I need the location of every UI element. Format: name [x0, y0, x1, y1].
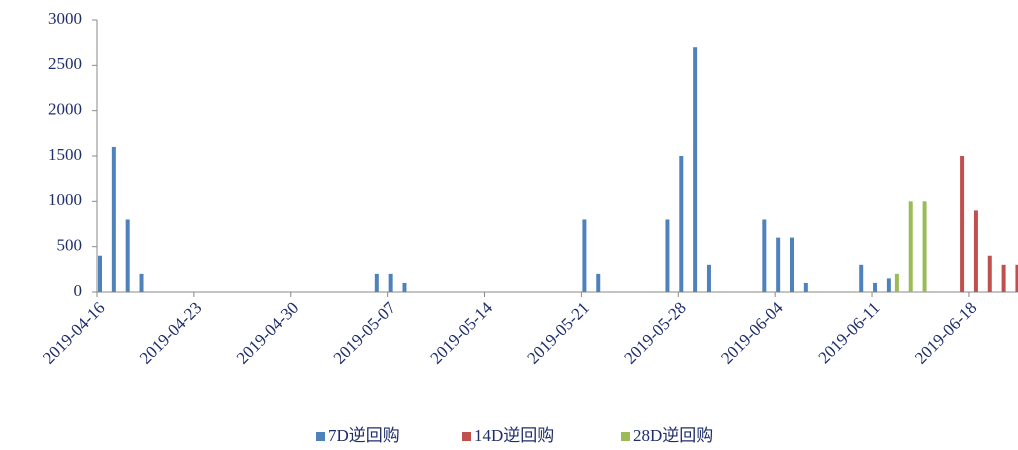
bar — [139, 273, 144, 292]
bar — [582, 219, 587, 292]
bar — [693, 47, 698, 293]
legend-swatch — [462, 432, 471, 441]
x-tick-label: 2019-04-30 — [233, 298, 303, 368]
x-tick-label: 2019-05-07 — [330, 298, 400, 368]
bar — [776, 237, 781, 292]
bar — [762, 219, 767, 292]
legend-swatch — [316, 432, 325, 441]
bar — [922, 201, 927, 292]
x-tick-label: 2019-04-16 — [39, 298, 109, 368]
x-tick-label: 2019-04-23 — [136, 298, 206, 368]
x-tick-label: 2019-05-21 — [523, 298, 593, 368]
bar — [960, 156, 965, 292]
bar — [388, 273, 393, 292]
x-tick-label: 2019-05-14 — [427, 298, 497, 368]
bar — [679, 156, 684, 292]
bar — [894, 273, 899, 292]
x-tick-label: 2019-06-04 — [717, 298, 787, 368]
bar — [987, 255, 992, 292]
bar — [790, 237, 794, 292]
bar — [111, 146, 116, 292]
bar — [402, 282, 407, 292]
legend-label: 7D逆回购 — [328, 426, 400, 445]
bar — [1015, 264, 1018, 292]
y-tick-label: 0 — [74, 281, 83, 300]
bar — [665, 219, 670, 292]
bar — [886, 278, 891, 292]
bar — [908, 201, 913, 292]
x-tick-label: 2019-06-11 — [815, 298, 884, 367]
bar — [98, 255, 102, 292]
y-tick-label: 2000 — [48, 100, 82, 119]
legend-swatch — [621, 432, 630, 441]
y-tick-label: 2500 — [48, 54, 82, 73]
bar — [873, 282, 878, 292]
bar — [803, 282, 808, 292]
y-tick-label: 1500 — [48, 145, 82, 164]
y-tick-label: 3000 — [48, 9, 82, 28]
bar — [374, 273, 379, 292]
x-tick-label: 2019-05-28 — [620, 298, 690, 368]
bar — [596, 273, 601, 292]
y-tick-label: 500 — [57, 236, 83, 255]
y-tick-label: 1000 — [48, 190, 82, 209]
legend-label: 28D逆回购 — [633, 426, 713, 445]
bar — [706, 264, 711, 292]
bar — [973, 210, 978, 292]
bar — [859, 264, 864, 292]
bar — [125, 219, 130, 292]
bar — [1001, 264, 1006, 292]
legend-label: 14D逆回购 — [474, 426, 554, 445]
x-tick-label: 2019-06-18 — [911, 298, 981, 368]
